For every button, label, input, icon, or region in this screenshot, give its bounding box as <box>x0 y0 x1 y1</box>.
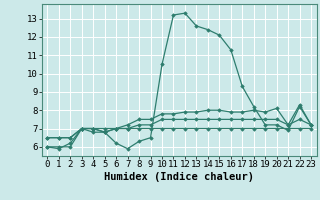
X-axis label: Humidex (Indice chaleur): Humidex (Indice chaleur) <box>104 172 254 182</box>
